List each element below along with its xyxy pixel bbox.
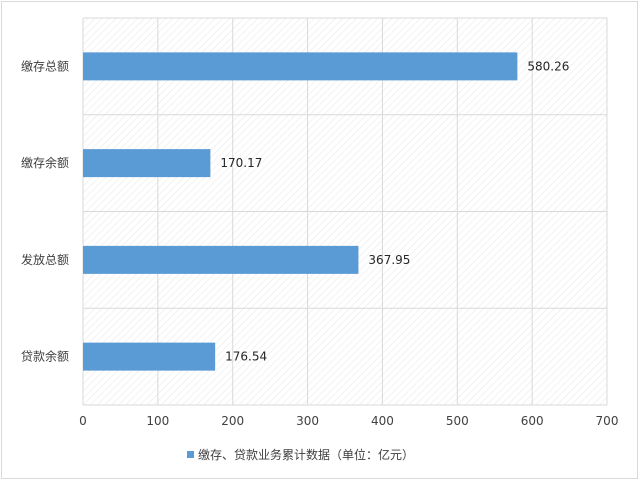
x-tick-label: 200 xyxy=(221,414,244,428)
data-label: 580.26 xyxy=(527,59,569,73)
data-labels: 580.26 170.17 367.95 176.54 xyxy=(220,59,569,363)
x-tick-label: 300 xyxy=(296,414,319,428)
category-label: 缴存余额 xyxy=(21,155,69,170)
category-label: 缴存总额 xyxy=(21,58,69,73)
category-label: 发放总额 xyxy=(21,252,69,267)
data-label: 367.95 xyxy=(368,253,410,267)
x-tick-label: 600 xyxy=(521,414,544,428)
x-tick-label: 500 xyxy=(446,414,469,428)
legend-label: 缴存、贷款业务累计数据（单位：亿元） xyxy=(198,447,414,462)
data-label: 176.54 xyxy=(225,350,267,364)
bar xyxy=(83,342,216,371)
legend-swatch xyxy=(187,451,194,458)
x-tick-label: 100 xyxy=(146,414,169,428)
bar xyxy=(83,149,211,178)
x-tick-labels: 0 100 200 300 400 500 600 700 xyxy=(79,414,618,428)
bar xyxy=(83,52,518,81)
legend: 缴存、贷款业务累计数据（单位：亿元） xyxy=(187,447,414,462)
x-tick-label: 0 xyxy=(79,414,87,428)
x-tick-label: 700 xyxy=(596,414,619,428)
gridlines xyxy=(82,17,608,406)
bars xyxy=(83,52,518,371)
category-label: 贷款余额 xyxy=(21,349,69,364)
data-label: 170.17 xyxy=(220,156,262,170)
x-tick-label: 400 xyxy=(371,414,394,428)
bar xyxy=(83,245,359,274)
